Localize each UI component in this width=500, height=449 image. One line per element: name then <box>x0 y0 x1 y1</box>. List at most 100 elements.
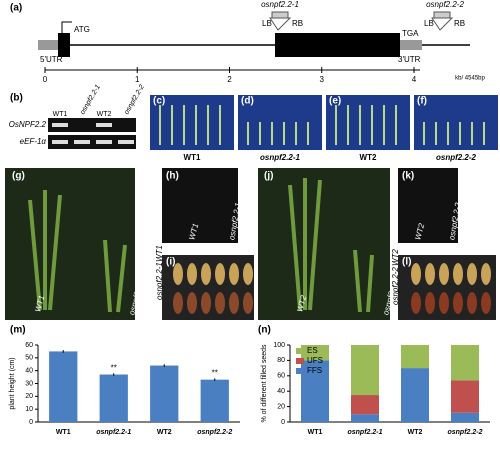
band <box>52 123 68 127</box>
seed <box>243 292 253 314</box>
insert-name: osnpf2.2-1 <box>261 0 299 9</box>
panel-label: (m) <box>10 325 26 336</box>
y-tick-label: 10 <box>25 406 33 413</box>
bar-segment <box>351 395 379 415</box>
seed <box>215 263 225 285</box>
exon <box>275 33 400 57</box>
rb: RB <box>454 19 465 28</box>
photo-label: WT1 <box>33 294 46 313</box>
utr5-label: 5'UTR <box>40 55 63 64</box>
x-tick-label: osnpf2.2-2 <box>197 429 232 436</box>
panel-label: (l) <box>402 257 411 268</box>
y-tick-label: 60 <box>277 373 285 380</box>
band <box>96 123 112 127</box>
y-tick-label: 40 <box>25 368 33 375</box>
insert <box>271 11 289 19</box>
insert <box>269 17 292 31</box>
lb: LB <box>262 19 272 28</box>
y-tick-label: 30 <box>25 380 33 387</box>
seed <box>229 263 239 285</box>
photo-label: osnpf2.2-2 <box>436 153 477 162</box>
panel-label: (g) <box>12 171 25 182</box>
photo-label: WT2 <box>360 153 377 162</box>
y-axis-label: plant height (cm) <box>9 357 16 409</box>
panel-label: (a) <box>10 3 22 14</box>
y-tick-label: 100 <box>273 342 285 349</box>
photo-label: WT2 <box>413 222 426 241</box>
seed <box>425 263 435 285</box>
y-axis-label: % of different filled seeds <box>261 344 268 423</box>
seed <box>411 292 421 314</box>
bar-segment <box>351 345 379 396</box>
y-tick-label: 80 <box>277 357 285 364</box>
annotation: ** <box>212 368 218 377</box>
seed <box>453 263 463 285</box>
x-tick-label: WT1 <box>308 429 323 436</box>
bar-segment <box>401 345 429 369</box>
band <box>52 140 68 144</box>
legend-swatch <box>296 358 304 364</box>
bar-segment <box>401 368 429 422</box>
bar-segment <box>301 345 329 361</box>
photo <box>398 168 458 243</box>
legend-swatch <box>296 348 304 354</box>
seed <box>411 263 421 285</box>
scale-tick-label: 1 <box>135 75 140 84</box>
insert <box>433 11 451 19</box>
seed <box>187 292 197 314</box>
photo-label: osnpf2.2-1 <box>260 153 301 162</box>
photo-label: osnpf2.2-1 <box>155 262 164 300</box>
scale-unit: kb/ 4545bp <box>455 76 485 82</box>
insert-name: osnpf2.2-2 <box>426 0 464 9</box>
panel-label: (c) <box>153 96 165 107</box>
panel-label: (i) <box>166 257 175 268</box>
lane-label: osnpf2.2-2 <box>123 84 146 116</box>
utr3-label: 3'UTR <box>398 55 421 64</box>
gel-image <box>48 135 136 149</box>
panel-label: (h) <box>166 171 179 182</box>
photo-label: WT1 <box>187 222 200 241</box>
bar <box>200 379 229 422</box>
seed <box>467 292 477 314</box>
panel-label: (j) <box>264 171 273 182</box>
lane-label: WT2 <box>97 111 112 118</box>
y-tick-label: 0 <box>29 419 33 426</box>
photo <box>162 168 238 243</box>
gene-label: OsNPF2.2 <box>9 120 47 129</box>
stop-codon: TGA <box>402 29 419 38</box>
photo-label: WT2 <box>295 294 308 313</box>
photo-label: WT1 <box>184 153 201 162</box>
utr3-box <box>400 40 422 50</box>
y-tick-label: 0 <box>281 419 285 426</box>
panel-label: (f) <box>417 96 427 107</box>
lane-label: WT1 <box>53 111 68 118</box>
panel-label: (e) <box>329 96 341 107</box>
panel-label: (d) <box>241 96 254 107</box>
y-tick-label: 40 <box>277 388 285 395</box>
utr5-box <box>38 40 60 50</box>
scale-tick-label: 0 <box>43 75 48 84</box>
x-tick-label: osnpf2.2-1 <box>96 429 131 436</box>
band <box>74 140 90 144</box>
y-tick-label: 60 <box>25 342 33 349</box>
seed <box>187 263 197 285</box>
photo-label: WT1 <box>155 245 164 262</box>
band <box>118 140 134 144</box>
gel-image <box>48 118 136 132</box>
seed <box>481 292 491 314</box>
seed <box>229 292 239 314</box>
y-tick-label: 50 <box>25 355 33 362</box>
panel-label: (k) <box>402 171 414 182</box>
seed <box>425 292 435 314</box>
seed <box>173 292 183 314</box>
seed <box>439 263 449 285</box>
seed <box>453 292 463 314</box>
photo-label: WT2 <box>391 249 400 266</box>
x-tick-label: WT2 <box>408 429 423 436</box>
insert <box>431 17 454 31</box>
annotation: ** <box>111 363 117 372</box>
bar-segment <box>451 345 479 381</box>
x-tick-label: osnpf2.2-1 <box>347 429 382 436</box>
lb: LB <box>424 19 434 28</box>
x-tick-label: WT1 <box>56 429 71 436</box>
